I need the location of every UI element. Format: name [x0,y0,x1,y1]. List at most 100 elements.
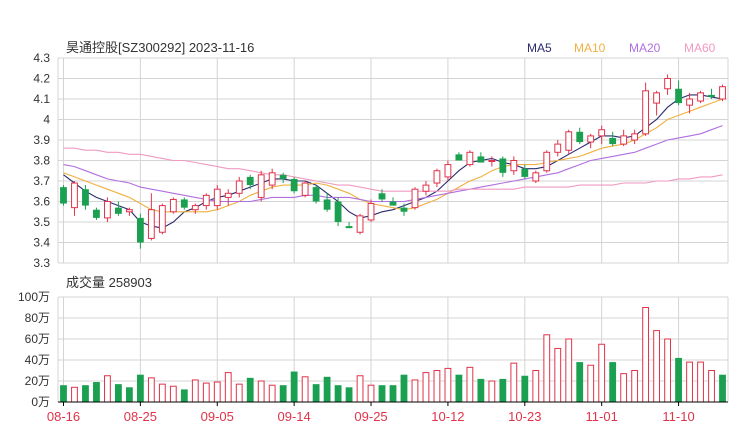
candle [104,197,111,222]
candle [620,129,628,147]
candle-body [71,182,78,209]
x-tick-label: 09-14 [278,409,311,424]
candle-body [268,172,276,186]
volume-bar [400,374,408,402]
candle [719,84,726,102]
volume-bar [697,361,704,403]
price-tick-label: 3.3 [33,256,50,270]
candle-body [147,209,155,239]
candle [125,207,133,216]
volume-bar [82,385,89,402]
candle-body [356,215,364,233]
candle-body [510,160,518,172]
candle-body [543,151,551,172]
candle [345,222,353,229]
volume-bar [510,362,518,403]
candle-body [576,131,584,143]
x-tick-label: 10-23 [508,409,541,424]
candle-body [653,92,661,104]
volume-title: 成交量 258903 [66,275,152,290]
candle [675,80,682,106]
chart-legend: MA5 MA10 MA20 MA60 [527,41,716,55]
candle-body [697,92,704,102]
candle [631,129,639,145]
x-tick-label: 10-12 [431,409,464,424]
candle-body [115,207,122,214]
candle-body [104,201,111,219]
candle [510,156,518,175]
volume-tick-label: 60万 [25,332,50,346]
candle-body [213,188,221,207]
price-y-axis: 4.3 4.2 4.1 4 3.9 3.8 3.7 3.6 3.5 3.4 3.3 [33,51,50,270]
candle [521,164,529,179]
candle [477,152,485,163]
volume-bar [554,347,562,403]
volume-bar [235,383,243,403]
candle-body [279,174,287,179]
candle-body [455,154,463,161]
candle-body [82,189,89,206]
candle [136,213,144,249]
candle [334,197,342,227]
candle-body [246,176,254,186]
candle [312,185,320,204]
volume-bar [587,364,595,403]
price-grid [57,57,729,264]
volume-bar [444,367,452,403]
price-tick-label: 4.1 [33,92,50,106]
candle-body [719,86,726,100]
price-tick-label: 3.4 [33,236,50,250]
candle-body [620,135,628,145]
price-tick-label: 3.6 [33,195,50,209]
volume-bar [71,386,78,403]
volume-bar [257,380,265,403]
price-tick-label: 3.7 [33,174,50,188]
volume-bar [213,381,221,403]
volume-bar [411,379,419,403]
candle [213,185,221,210]
volume-bar [521,375,529,402]
candle [587,133,595,149]
legend-ma10: MA10 [574,41,606,55]
candle [400,203,408,216]
candle [697,90,704,104]
volume-bar [642,307,650,403]
candle [664,74,671,95]
candle-body [488,160,496,162]
candle [268,168,276,190]
candle [499,156,507,177]
candle-body [389,201,397,206]
candle-body [708,94,715,97]
candle-body [367,203,375,221]
candle-body [345,226,353,229]
candle-body [180,199,188,208]
candle-body [554,143,562,153]
candle [257,170,265,202]
volume-bar [356,375,364,403]
volume-bar [532,370,540,403]
price-tick-label: 3.9 [33,133,50,147]
candle [235,176,243,198]
volume-bar [620,373,628,403]
candle-body [257,174,265,198]
candle-body [301,182,309,196]
candle-body [686,98,693,106]
candle-body [598,129,606,137]
volume-bar [104,375,111,403]
candle-body [400,207,408,212]
volume-bar [422,372,430,403]
candle-body [312,187,320,202]
candle [598,125,606,145]
candle-body [334,201,342,222]
volume-bar [246,377,254,402]
candle [202,193,210,210]
candle-body [169,198,177,213]
candle-body [675,88,682,104]
volume-bar [136,374,144,402]
volume-bar [389,385,397,402]
volume-bar [455,374,463,402]
price-tick-label: 4.2 [33,72,50,86]
candle [147,193,155,241]
candle-body [158,205,166,233]
candle-body [290,178,298,192]
